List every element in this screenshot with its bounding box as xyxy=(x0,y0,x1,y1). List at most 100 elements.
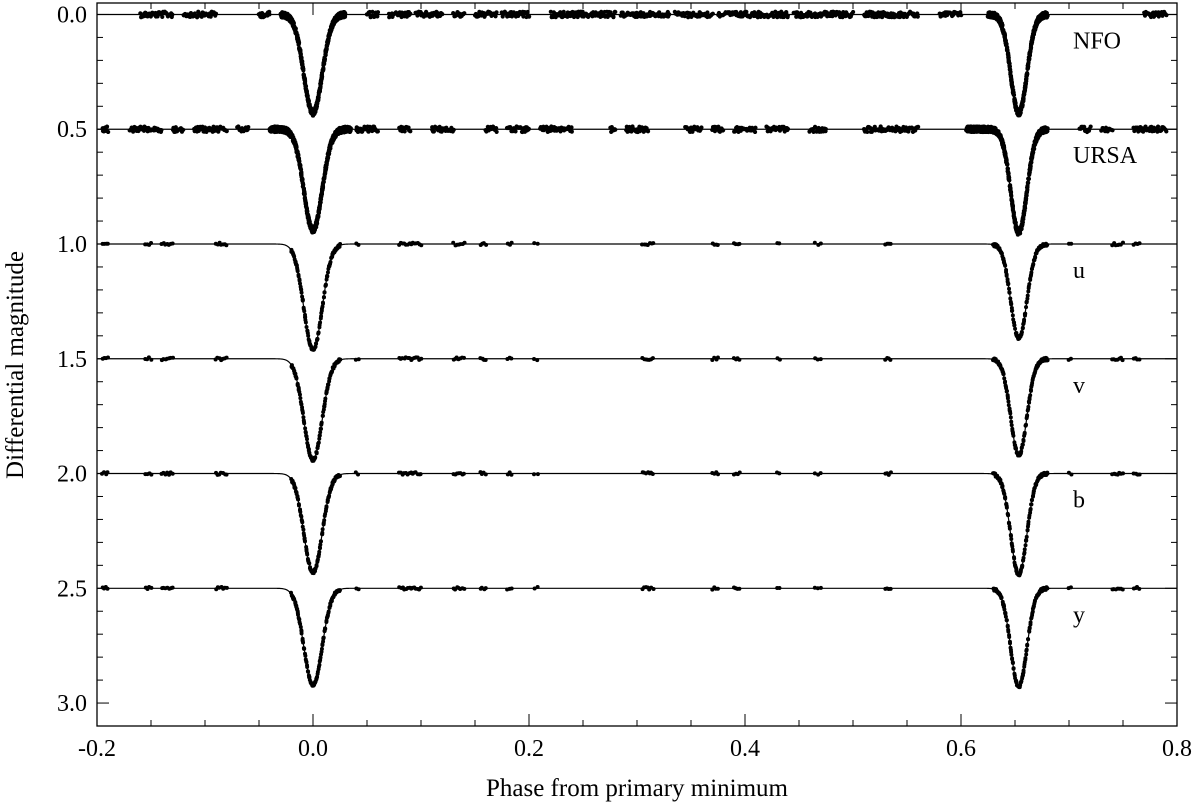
data-point-ursa xyxy=(1009,198,1015,203)
data-point-nfo xyxy=(291,21,296,26)
data-point-v xyxy=(1010,426,1015,431)
data-point-nfo xyxy=(306,98,311,104)
data-point-b xyxy=(1029,498,1034,503)
data-point-nfo xyxy=(267,12,272,17)
model-curves xyxy=(97,13,1177,688)
data-point-nfo xyxy=(303,84,309,89)
data-point-u xyxy=(462,240,467,245)
data-point-nfo xyxy=(424,9,429,14)
data-point-y xyxy=(715,586,720,591)
data-point-u xyxy=(1029,272,1034,277)
data-point-b xyxy=(1010,549,1015,554)
data-point-b xyxy=(300,519,305,524)
data-point-v xyxy=(419,356,424,361)
data-point-u xyxy=(314,341,319,346)
data-point-b xyxy=(302,539,307,544)
data-point-v xyxy=(300,409,305,414)
data-point-b xyxy=(1022,547,1027,552)
data-point-b xyxy=(777,471,782,476)
data-point-v xyxy=(316,440,321,445)
data-point-ursa xyxy=(513,129,518,134)
data-point-nfo xyxy=(613,9,618,15)
data-point-u xyxy=(338,242,343,247)
data-point-ursa xyxy=(1088,124,1093,129)
data-point-b xyxy=(532,472,536,477)
data-point-b xyxy=(322,518,327,523)
data-point-v xyxy=(298,396,303,401)
data-point-v xyxy=(306,447,311,452)
data-point-y xyxy=(293,600,298,605)
data-point-v xyxy=(224,355,229,360)
data-point-u xyxy=(1012,323,1017,328)
data-point-nfo xyxy=(851,9,856,15)
data-point-v xyxy=(1006,403,1011,408)
data-point-nfo xyxy=(440,12,445,17)
data-point-ursa xyxy=(569,129,574,134)
data-point-ursa xyxy=(494,129,499,135)
data-point-nfo xyxy=(1024,76,1029,82)
data-point-v xyxy=(535,358,540,363)
data-point-v xyxy=(319,420,324,425)
data-point-u xyxy=(1019,329,1024,334)
data-point-u xyxy=(1033,254,1038,259)
data-point-ursa xyxy=(159,127,164,133)
data-point-b xyxy=(337,473,342,478)
data-point-u xyxy=(532,241,537,246)
data-point-nfo xyxy=(561,9,566,14)
data-point-v xyxy=(317,433,322,438)
data-point-b xyxy=(1023,543,1028,548)
data-point-v xyxy=(294,376,299,381)
data-point-v xyxy=(301,415,306,420)
data-point-nfo xyxy=(785,13,790,18)
data-point-b xyxy=(296,503,301,508)
data-point-b xyxy=(1000,483,1005,488)
data-point-ursa xyxy=(823,126,828,132)
data-point-u xyxy=(149,241,154,246)
data-point-ursa xyxy=(1021,217,1026,222)
data-point-u xyxy=(818,241,823,246)
data-point-b xyxy=(1121,471,1125,476)
data-point-v xyxy=(1137,357,1142,362)
data-point-u xyxy=(328,260,333,265)
data-point-ursa xyxy=(316,210,321,215)
data-points xyxy=(99,9,1169,690)
data-point-b xyxy=(301,527,306,532)
data-point-ursa xyxy=(494,125,499,131)
data-point-nfo xyxy=(319,74,325,79)
data-point-ursa xyxy=(785,126,791,132)
data-point-b xyxy=(1024,538,1029,543)
data-point-b xyxy=(650,472,655,477)
data-point-nfo xyxy=(301,68,306,73)
data-point-u xyxy=(319,308,324,313)
data-point-y xyxy=(651,586,656,591)
data-point-b xyxy=(1026,519,1031,524)
data-point-b xyxy=(1137,472,1142,477)
data-point-ursa xyxy=(753,125,758,130)
data-point-ursa xyxy=(451,127,456,132)
data-point-b xyxy=(296,497,301,502)
data-point-ursa xyxy=(1164,129,1169,134)
data-point-ursa xyxy=(301,182,306,188)
data-point-y xyxy=(418,585,423,590)
data-point-v xyxy=(1004,389,1009,394)
data-point-ursa xyxy=(104,124,110,129)
data-point-v xyxy=(1022,430,1027,435)
data-point-y xyxy=(328,603,333,608)
data-point-nfo xyxy=(710,11,715,16)
data-point-y xyxy=(317,662,322,667)
data-point-ursa xyxy=(326,152,332,157)
data-point-b xyxy=(318,546,323,551)
data-point-v xyxy=(302,421,307,426)
data-point-b xyxy=(716,472,720,477)
data-point-u xyxy=(325,270,330,275)
data-point-u xyxy=(1031,262,1036,267)
data-point-v xyxy=(323,396,328,401)
data-point-ursa xyxy=(1009,193,1014,199)
data-point-ursa xyxy=(916,124,921,129)
data-point-b xyxy=(509,472,514,477)
data-point-ursa xyxy=(301,186,307,191)
data-point-nfo xyxy=(296,39,301,45)
data-point-y xyxy=(149,585,154,590)
data-point-b xyxy=(318,539,323,544)
